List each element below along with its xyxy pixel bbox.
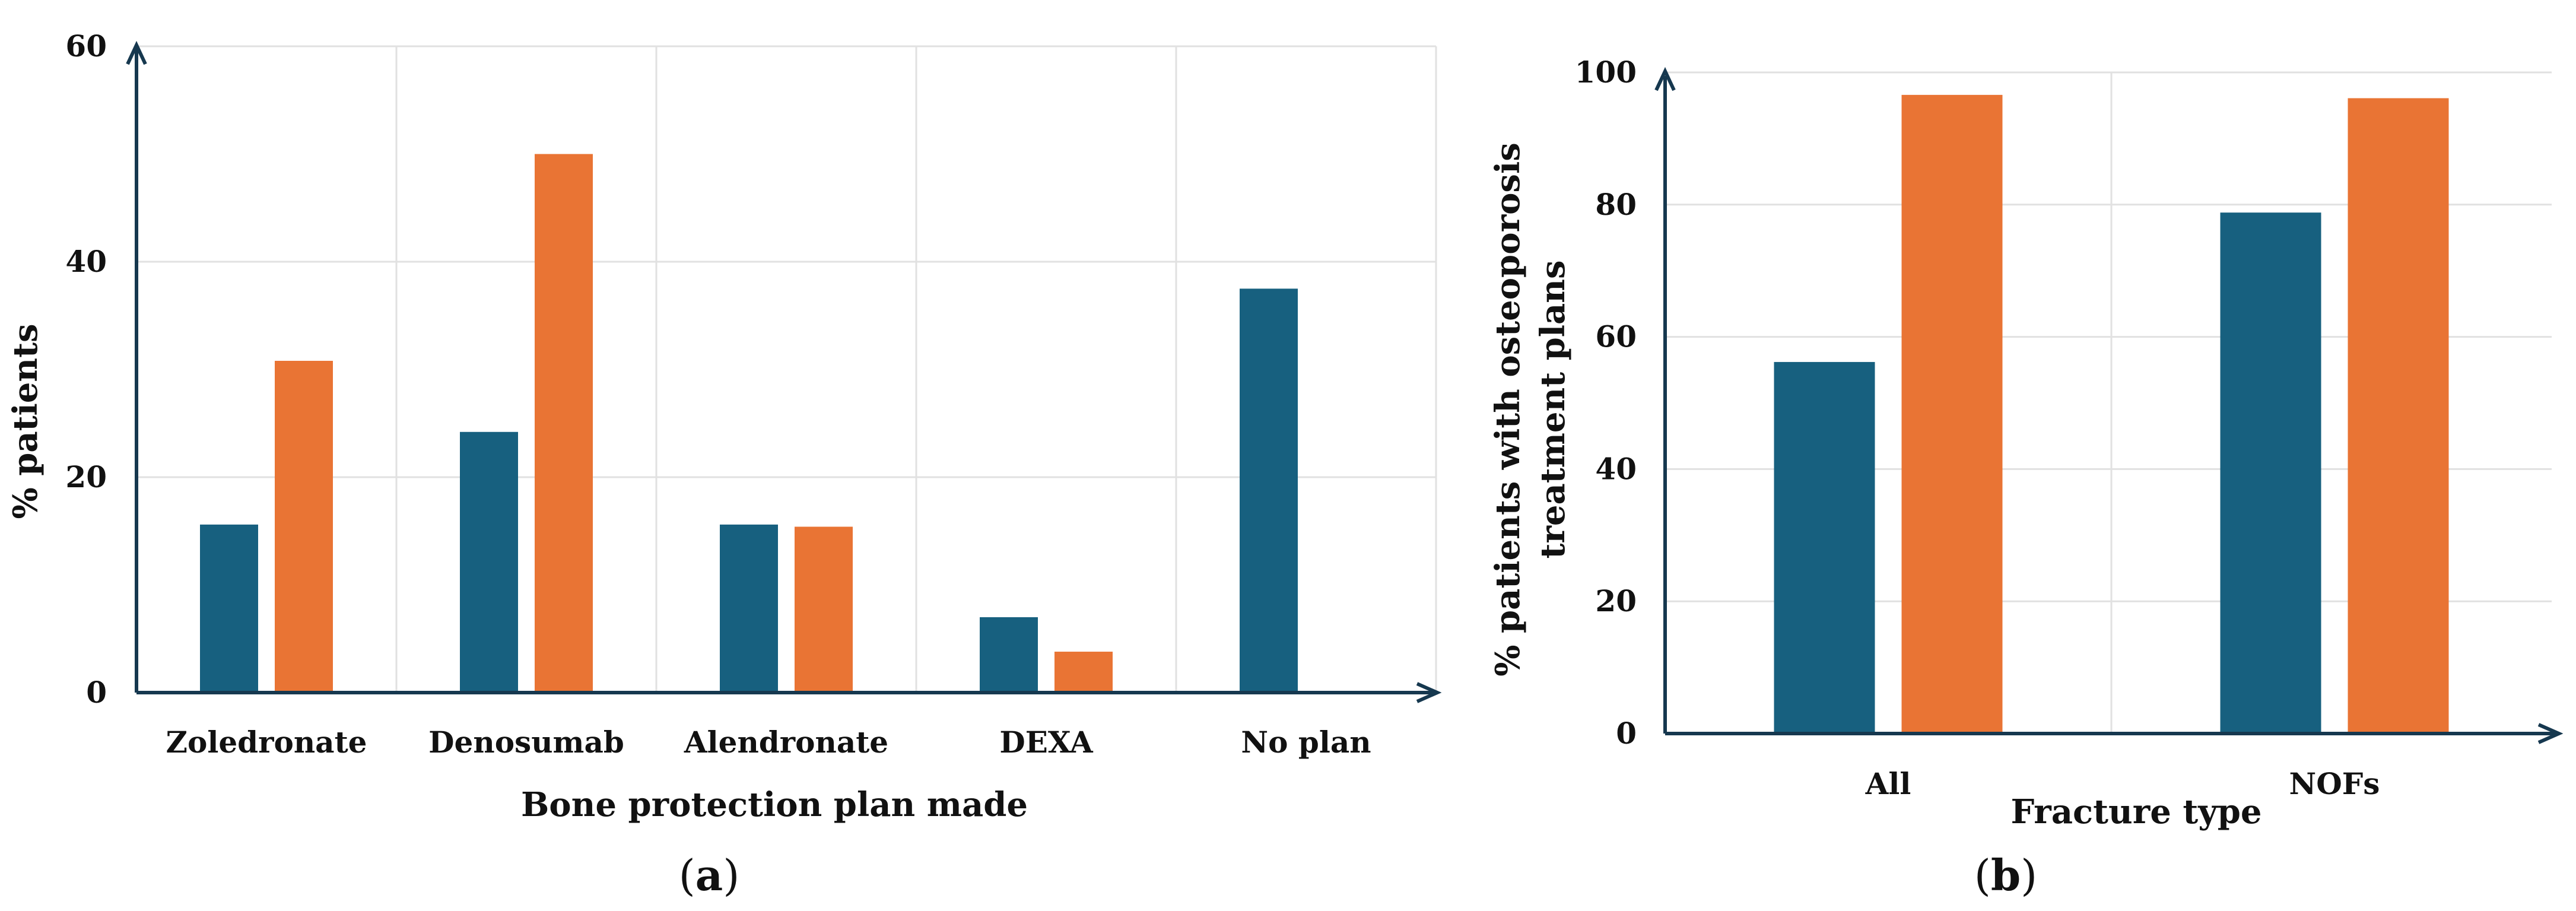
panel-b-label: (b) xyxy=(1974,850,2038,900)
panel-b-y-tick-40: 40 xyxy=(1595,451,1637,486)
panel-b-x-tick-nofs: NOFs xyxy=(2289,766,2380,801)
panel-a-y-tick-40: 40 xyxy=(65,244,107,279)
panel-b-y-tick-80: 80 xyxy=(1595,187,1637,222)
panel-a-axes xyxy=(126,40,1442,703)
panel-a-bar-dexa-series-1 xyxy=(980,617,1038,693)
panel-b-bar-nofs-series-2 xyxy=(2348,98,2449,734)
panel-a-x-tick-alendronate: Alendronate xyxy=(684,725,888,760)
panel-a-y-tick-60: 60 xyxy=(65,28,107,64)
panel-a-x-tick-dexa: DEXA xyxy=(999,725,1093,760)
panel-a-bars xyxy=(200,154,1298,693)
panel-b-y-tick-60: 60 xyxy=(1595,319,1637,354)
panel-b-axes xyxy=(1654,66,2564,744)
panel-b-chart: 0 20 40 60 80 100 All NOFs Fracture type % pat… xyxy=(1488,55,2564,900)
panel-b-bar-all-series-2 xyxy=(1901,94,2003,734)
panel-a-bar-zoledronate-series-2 xyxy=(275,360,333,693)
panel-a-x-arrow xyxy=(1416,682,1442,703)
panel-b-y-tick-0: 0 xyxy=(1616,716,1637,751)
panel-a-x-tick-zoledronate: Zoledronate xyxy=(166,725,367,760)
panel-b-x-tick-all: All xyxy=(1865,766,1911,801)
panel-b-bar-nofs-series-1 xyxy=(2220,212,2321,734)
panel-b-y-axis-title-line-1: % patients with osteoporosis xyxy=(1488,142,1527,677)
panel-a-bar-zoledronate-series-1 xyxy=(200,524,258,693)
panel-a-bar-alendronate-series-1 xyxy=(720,524,778,693)
panel-b-y-tick-20: 20 xyxy=(1595,583,1637,618)
panel-a-bar-denosumab-series-1 xyxy=(460,431,518,693)
panel-a-letter: a xyxy=(695,850,723,900)
panel-b-bar-all-series-1 xyxy=(1774,361,1875,734)
panel-a-y-axis-title: % patients xyxy=(6,323,45,519)
panel-a-chart: 0 20 40 60 Zoledronate Denosumab Alendronate D… xyxy=(6,28,1442,900)
panel-b-y-axis-title-line-2: treatment plans xyxy=(1533,260,1573,558)
panel-a-bar-denosumab-series-2 xyxy=(535,154,593,693)
panel-a-y-tick-labels: 0 20 40 60 xyxy=(65,28,107,710)
panel-b-y-arrow xyxy=(1654,66,1676,91)
panel-b-letter: b xyxy=(1991,850,2021,900)
panel-a-x-tick-labels: Zoledronate Denosumab Alendronate DEXA No pl… xyxy=(166,725,1371,760)
panel-a-y-tick-0: 0 xyxy=(86,675,107,710)
panel-a-x-tick-denosumab: Denosumab xyxy=(428,725,624,760)
panel-b-x-arrow xyxy=(2537,723,2564,744)
panel-a-bar-dexa-series-2 xyxy=(1054,652,1113,693)
panel-b-y-tick-labels: 0 20 40 60 80 100 xyxy=(1575,55,1637,751)
panel-a-label: (a) xyxy=(679,850,740,900)
panel-a-y-tick-20: 20 xyxy=(65,459,107,494)
panel-a-x-axis-title: Bone protection plan made xyxy=(521,785,1028,824)
panel-b-bars xyxy=(1774,94,2449,734)
panel-b-x-tick-labels: All NOFs xyxy=(1865,766,2380,801)
panel-a-gridlines xyxy=(136,45,1437,693)
panel-a-bar-no-plan-series-1 xyxy=(1240,288,1298,693)
panel-a-bar-alendronate-series-2 xyxy=(795,526,853,693)
panel-a-y-arrow xyxy=(126,40,147,65)
panel-b-x-axis-title: Fracture type xyxy=(2010,792,2261,831)
panel-a-x-tick-no-plan: No plan xyxy=(1241,725,1371,760)
panel-b-y-tick-100: 100 xyxy=(1575,55,1637,90)
